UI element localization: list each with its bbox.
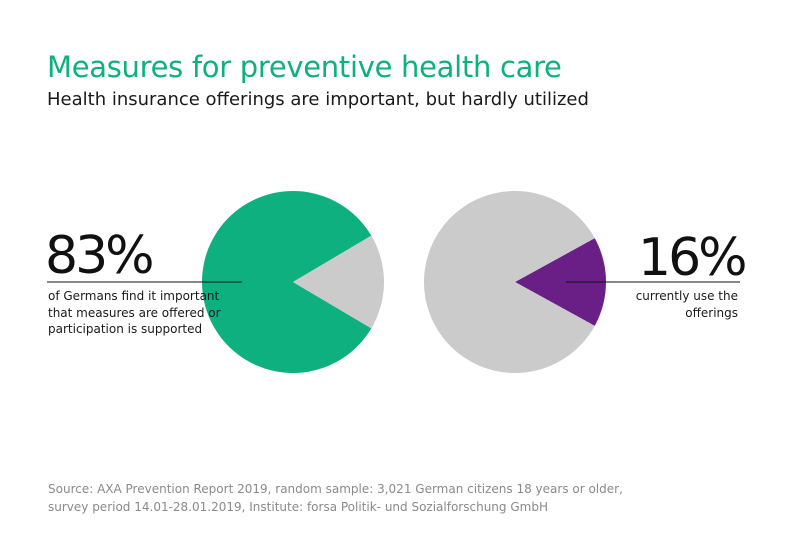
percent-label-left: 83% [45,226,155,286]
pie-chart-left [202,191,385,374]
source-note: Source: AXA Prevention Report 2019, rand… [48,480,623,516]
source-line-2: survey period 14.01-28.01.2019, Institut… [48,500,548,514]
pie-chart-right [423,191,606,374]
pie-right-slice-0 [515,238,606,326]
description-right: currently use the offerings [635,289,738,320]
pie-left-slice-1 [293,235,385,329]
chart-subtitle: Health insurance offerings are important… [47,89,589,110]
pie-left-slice-0 [202,191,372,374]
percent-label-right: 16% [638,228,748,288]
chart-title: Measures for preventive health care [47,50,562,84]
source-line-1: Source: AXA Prevention Report 2019, rand… [48,482,623,496]
pie-right-slice-1 [423,191,595,374]
description-left: of Germans find it important that measur… [48,289,221,336]
